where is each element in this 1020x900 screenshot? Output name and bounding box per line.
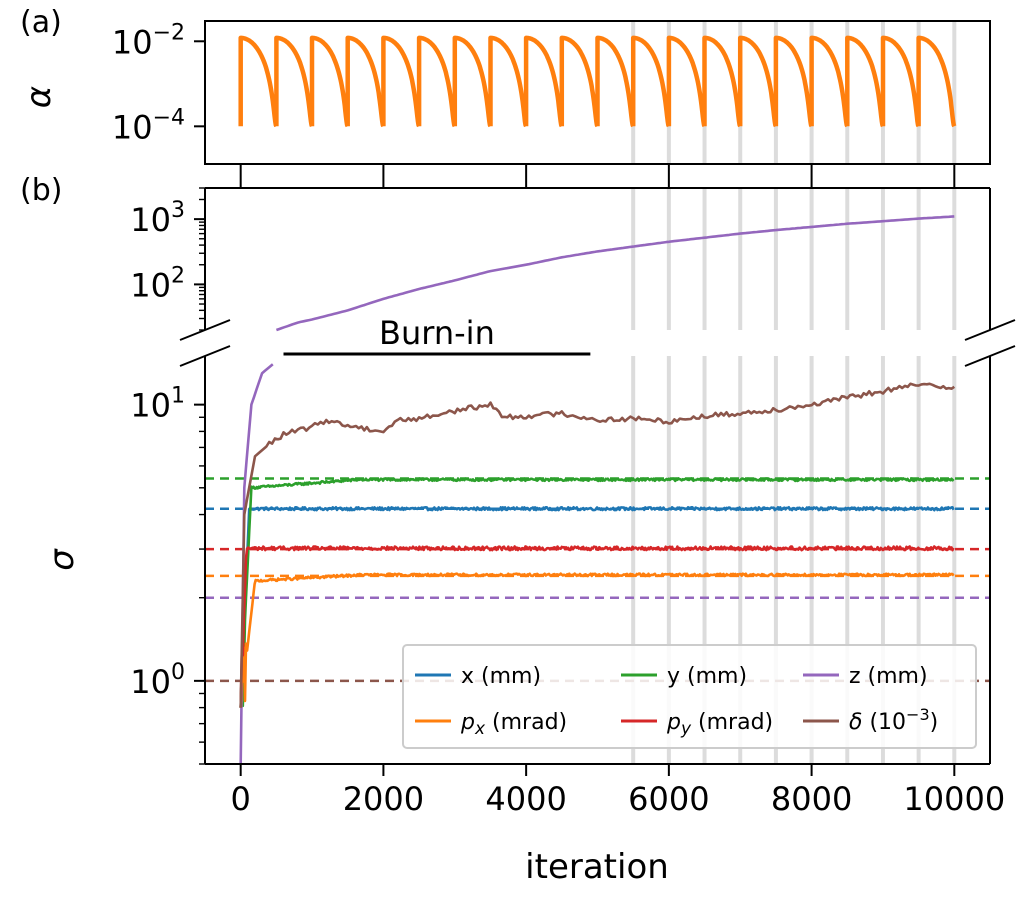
panel-a-series (238, 35, 957, 128)
x-axis-title: iteration (525, 847, 669, 887)
legend-entry-label: px (mrad) (460, 710, 567, 739)
panel-a-ylabel: α (19, 86, 59, 108)
ytick-label: 10−2 (112, 20, 185, 61)
panel-a-label: (a) (20, 5, 62, 40)
sigma-series-line (239, 572, 955, 708)
panel-b-frame (179, 187, 1016, 765)
axis-break-mark (179, 345, 231, 367)
xtick-label: 8000 (771, 780, 852, 818)
axis-break-mark (964, 345, 1016, 367)
ytick-label: 10−4 (112, 105, 185, 146)
panel-b-series (239, 215, 956, 765)
ytick-label: 103 (130, 198, 185, 239)
panel-b-xticks: 0 2000 4000 6000 8000 10000 (231, 176, 1005, 818)
sigma-series-line (239, 506, 955, 708)
legend: x (mm) y (mm) z (mm) px (mrad) py (mrad) δ (1… (402, 644, 977, 749)
panel-b-ylabel: σ (42, 548, 82, 571)
sigma-series-line (239, 545, 955, 708)
legend-entry-label: y (mm) (667, 664, 747, 689)
xtick-label: 4000 (485, 780, 566, 818)
xtick-label: 0 (231, 780, 251, 818)
alpha-series-line (238, 35, 957, 128)
ytick-label: 102 (130, 263, 185, 304)
legend-entry-label: δ (10−3) (849, 705, 938, 735)
ytick-label: 101 (130, 384, 185, 425)
legend-entry-label: py (mrad) (666, 710, 773, 739)
burn-in-annotation: Burn-in (283, 314, 591, 356)
xtick-label: 2000 (343, 780, 424, 818)
panel-a-yticks: 10−2 10−4 (112, 20, 205, 146)
ytick-label: 100 (130, 660, 185, 701)
burn-in-label: Burn-in (379, 314, 495, 352)
axis-break-mark (964, 319, 1016, 341)
sigma-series-line (239, 477, 955, 708)
sigma-series-line (239, 382, 956, 708)
panel-a-frame (204, 20, 991, 165)
sigma-series-line (239, 215, 955, 765)
xtick-label: 6000 (628, 780, 709, 818)
legend-entry-label: z (mm) (849, 664, 928, 689)
xtick-label: 10000 (903, 780, 1005, 818)
panel-b-yticks: 103 102 101 100 (130, 187, 205, 765)
panel-b-label: (b) (20, 173, 62, 208)
panel-a-xticks (239, 164, 956, 176)
legend-entry-label: x (mm) (461, 664, 541, 689)
